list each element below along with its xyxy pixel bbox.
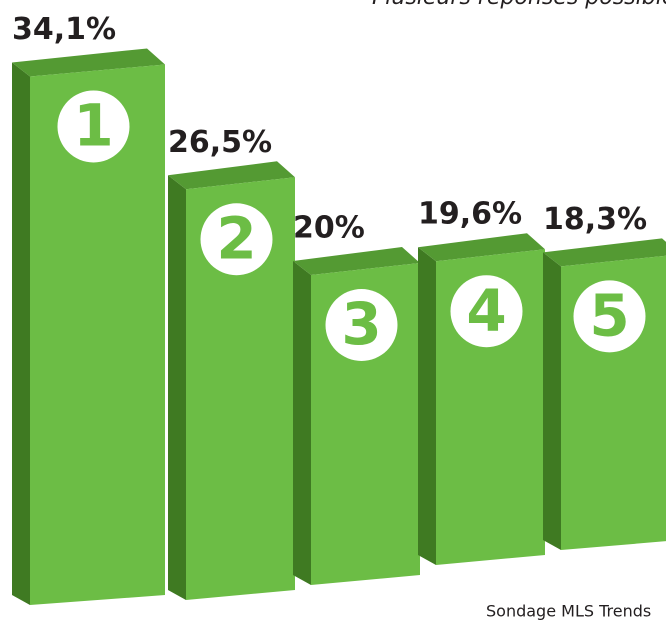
bar-side — [293, 261, 311, 585]
bar-top — [418, 233, 545, 262]
bar-front — [30, 64, 165, 605]
bar-top — [168, 161, 295, 190]
value-label: 18,3% — [543, 202, 647, 237]
category-label: 3 — [341, 290, 381, 358]
subtitle: Plusieurs réponses possibles — [372, 0, 666, 10]
bar-top — [12, 48, 165, 77]
bar-side — [12, 62, 30, 605]
bar-front — [186, 177, 295, 600]
bar-top — [293, 247, 420, 275]
source: Sondage MLS Trends — [486, 602, 651, 620]
value-label: 26,5% — [168, 125, 272, 160]
value-label: 20% — [293, 211, 365, 246]
bar-side — [168, 175, 186, 600]
category-label: 4 — [466, 276, 506, 344]
category-badge — [57, 90, 130, 163]
value-label: 19,6% — [418, 197, 522, 232]
category-badge — [200, 203, 273, 276]
bar — [168, 161, 295, 600]
category-badge — [450, 275, 523, 348]
category-badge — [573, 280, 646, 353]
value-label: 34,1% — [12, 12, 116, 47]
bar-side — [418, 247, 436, 565]
category-label: 2 — [216, 204, 256, 272]
bar-side — [543, 252, 561, 550]
bar — [12, 48, 165, 605]
bar-top — [543, 238, 666, 267]
category-badge — [325, 289, 398, 361]
category-label: 1 — [73, 92, 113, 160]
category-label: 5 — [589, 281, 629, 349]
